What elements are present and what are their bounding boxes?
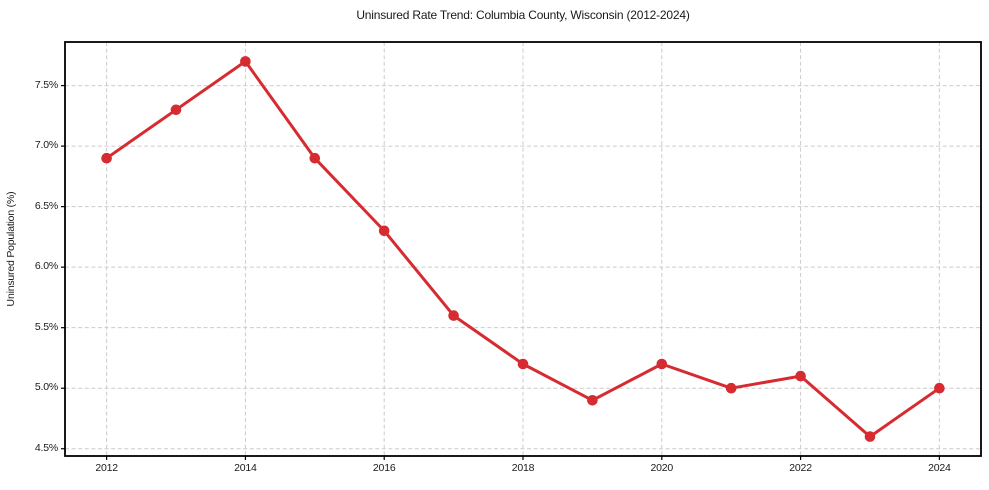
data-point-marker-2016 bbox=[378, 225, 390, 237]
x-tick-label-2012: 2012 bbox=[95, 462, 118, 474]
x-tick-label-2016: 2016 bbox=[372, 462, 396, 474]
y-tick-label-5.0%: 5.0% bbox=[34, 381, 58, 394]
data-point-marker-2013 bbox=[170, 104, 182, 116]
data-point-marker-2023 bbox=[864, 431, 876, 442]
data-point-marker-2018 bbox=[517, 358, 529, 370]
data-point-marker-2012 bbox=[101, 152, 112, 164]
data-point-marker-2017 bbox=[448, 310, 459, 321]
plot-area bbox=[61, 41, 982, 460]
x-tick-label-2024: 2024 bbox=[928, 462, 951, 474]
x-tick-label-2018: 2018 bbox=[511, 462, 535, 474]
y-tick-label-6.5%: 6.5% bbox=[34, 199, 58, 212]
axis-frame bbox=[64, 41, 982, 457]
data-point-marker-2021 bbox=[725, 382, 737, 394]
data-point-marker-2024 bbox=[934, 382, 945, 394]
y-tick-label-7.0%: 7.0% bbox=[34, 139, 58, 152]
y-tick-label-7.5%: 7.5% bbox=[34, 78, 58, 91]
y-tick-label-4.5%: 4.5% bbox=[34, 441, 58, 454]
x-tick-label-2020: 2020 bbox=[650, 462, 674, 474]
data-point-marker-2014 bbox=[240, 56, 251, 67]
y-tick-label-5.5%: 5.5% bbox=[34, 320, 58, 333]
data-point-marker-2022 bbox=[795, 370, 806, 382]
chart-title: Uninsured Rate Trend: Columbia County, W… bbox=[356, 8, 690, 22]
line-chart-canvas bbox=[61, 41, 982, 460]
y-tick-label-6.0%: 6.0% bbox=[34, 260, 58, 273]
x-tick-label-2022: 2022 bbox=[789, 462, 812, 474]
data-point-marker-2015 bbox=[309, 152, 321, 164]
x-tick-label-2014: 2014 bbox=[234, 462, 257, 474]
data-point-marker-2019 bbox=[587, 395, 598, 406]
data-point-marker-2020 bbox=[656, 358, 668, 370]
